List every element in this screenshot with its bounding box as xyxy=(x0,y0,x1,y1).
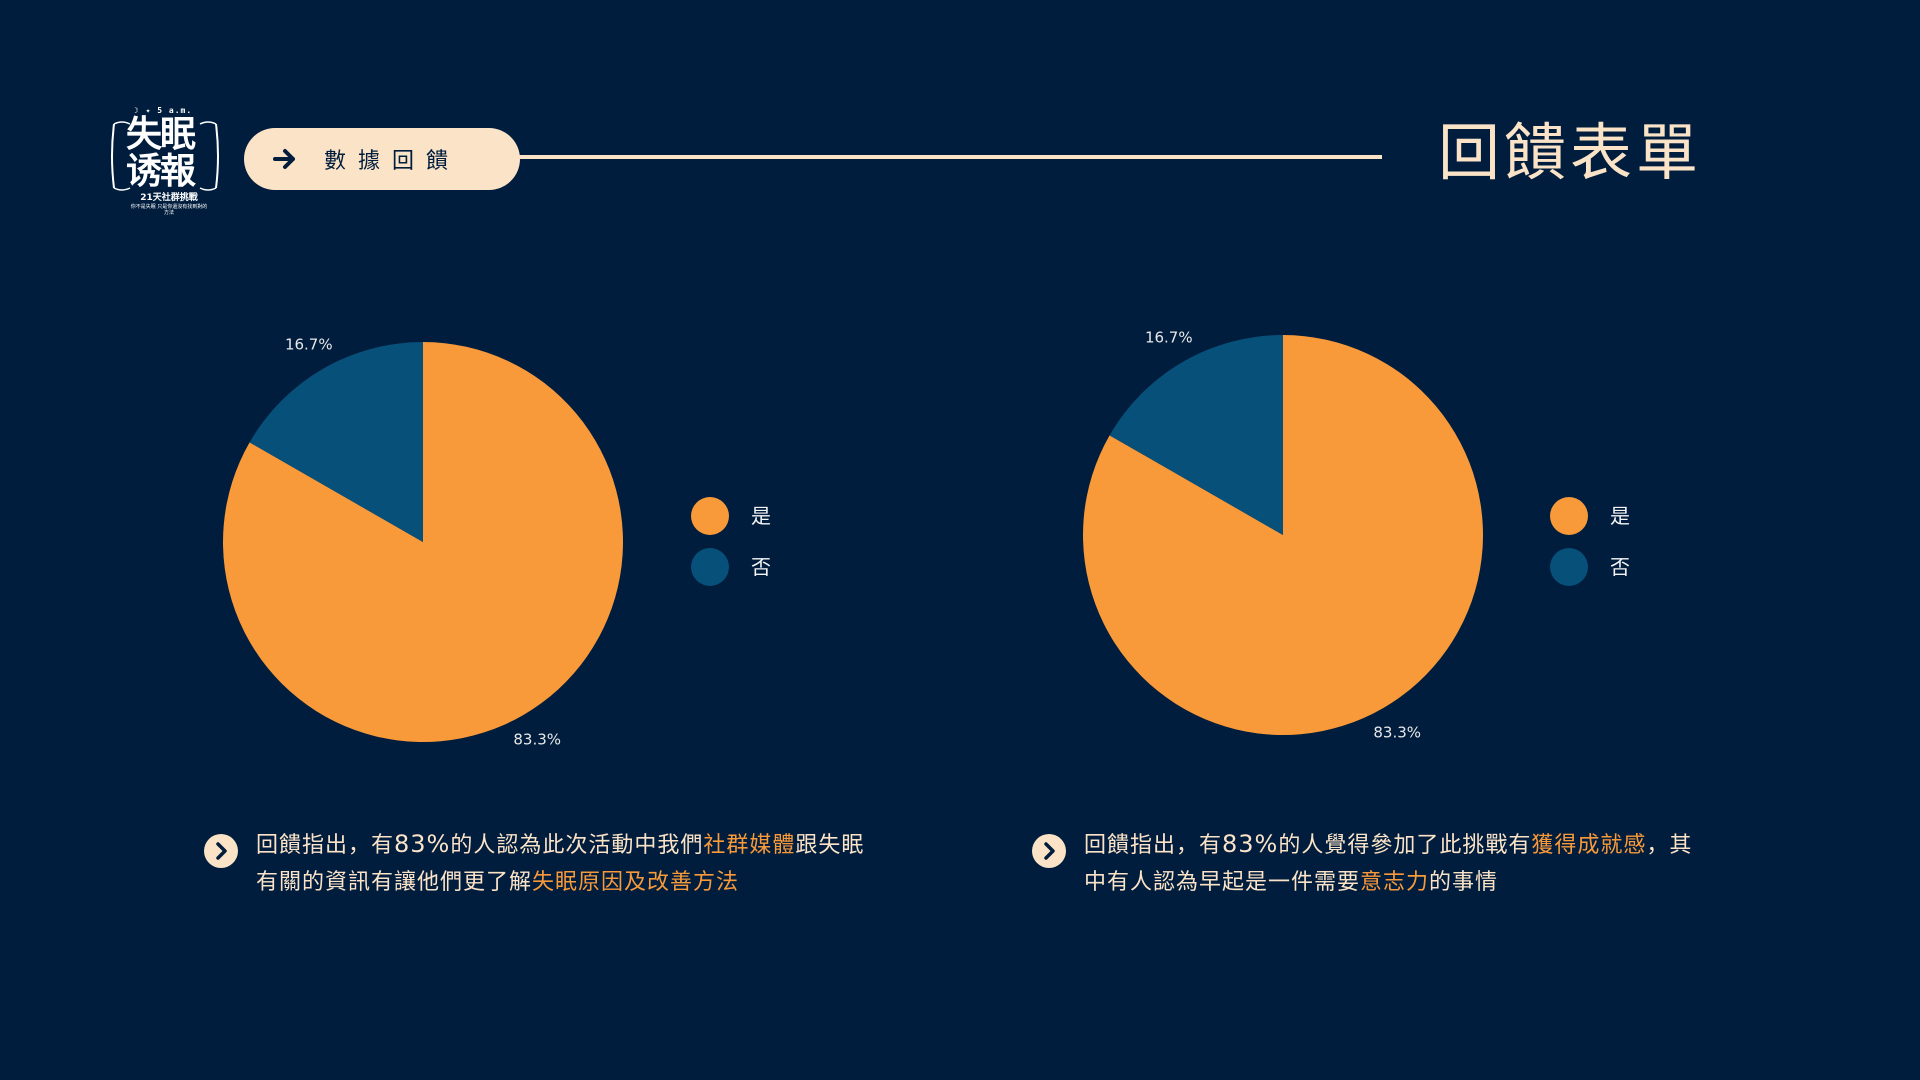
note-segment: 回饋指出，有 xyxy=(1084,833,1223,858)
note-text: 回饋指出，有83%的人認為此次活動中我們社群媒體跟失眠有關的資訊有讓他們更了解失… xyxy=(256,826,884,901)
note-left: 回饋指出，有83%的人認為此次活動中我們社群媒體跟失眠有關的資訊有讓他們更了解失… xyxy=(204,826,884,901)
logo-frame-icon xyxy=(111,121,219,191)
note-segment: 83% xyxy=(1222,830,1279,858)
note-segment: 的事情 xyxy=(1429,870,1499,895)
pie-slice xyxy=(249,342,423,542)
note-segment: ，其中有人認為早起是一件需要 xyxy=(1084,833,1693,895)
arrow-right-icon xyxy=(273,149,295,169)
legend-label: 否 xyxy=(1610,555,1630,579)
legend-label: 是 xyxy=(751,504,771,528)
pie-chart-left: 83.3% 是 16.7% 否 xyxy=(223,336,771,748)
legend-swatch xyxy=(1550,497,1588,535)
page-title: 回饋表單 xyxy=(1438,116,1703,189)
pie-data-label: 16.7% xyxy=(1145,329,1193,347)
pie-slice xyxy=(1109,335,1283,535)
note-segment: 的人認為此次活動中我們 xyxy=(450,833,704,858)
note-right: 回饋指出，有83%的人覺得參加了此挑戰有獲得成就感，其中有人認為早起是一件需要意… xyxy=(1032,826,1712,901)
logo-sub-text: 21天社群挑戰 xyxy=(140,193,198,203)
pie-slice xyxy=(223,342,624,743)
chevron-right-icon xyxy=(1032,834,1066,868)
note-highlight: 社群媒體 xyxy=(703,833,796,858)
section-label: 數據回饋 xyxy=(324,149,461,174)
legend-label: 否 xyxy=(751,555,771,579)
chevron-right-icon xyxy=(204,834,238,868)
note-text: 回饋指出，有83%的人覺得參加了此挑戰有獲得成就感，其中有人認為早起是一件需要意… xyxy=(1084,826,1712,901)
pie-data-label: 83.3% xyxy=(513,730,561,748)
note-highlight: 意志力 xyxy=(1360,870,1430,895)
note-highlight: 獲得成就感 xyxy=(1531,833,1647,858)
logo-tiny-text: 你不是失眠 只是你還沒有找到對的方法 xyxy=(130,204,208,216)
legend-label: 是 xyxy=(1610,504,1630,528)
logo: ☽ ✦ 5 a.m. 失眠 诱報 21天社群挑戰 你不是失眠 只是你還沒有找到對… xyxy=(108,104,222,216)
logo-main-text: 失眠 诱報 xyxy=(126,114,196,192)
header-divider xyxy=(518,155,1382,159)
note-segment: 跟失眠有關的資訊有讓他們更了解 xyxy=(256,833,865,895)
logo-top-line: ☽ ✦ 5 a.m. xyxy=(134,106,193,115)
pie-data-label: 16.7% xyxy=(285,336,333,354)
legend-swatch xyxy=(1550,548,1588,586)
legend-swatch xyxy=(691,497,729,535)
section-pill: 數據回饋 xyxy=(244,128,520,190)
legend-swatch xyxy=(691,548,729,586)
pie-data-label: 83.3% xyxy=(1373,723,1421,741)
pie-chart-right: 83.3% 是 16.7% 否 xyxy=(1083,329,1630,741)
note-highlight: 失眠原因及改善方法 xyxy=(532,870,740,895)
note-segment: 回饋指出，有 xyxy=(256,833,395,858)
note-segment: 83% xyxy=(394,830,451,858)
note-segment: 的人覺得參加了此挑戰有 xyxy=(1278,833,1532,858)
